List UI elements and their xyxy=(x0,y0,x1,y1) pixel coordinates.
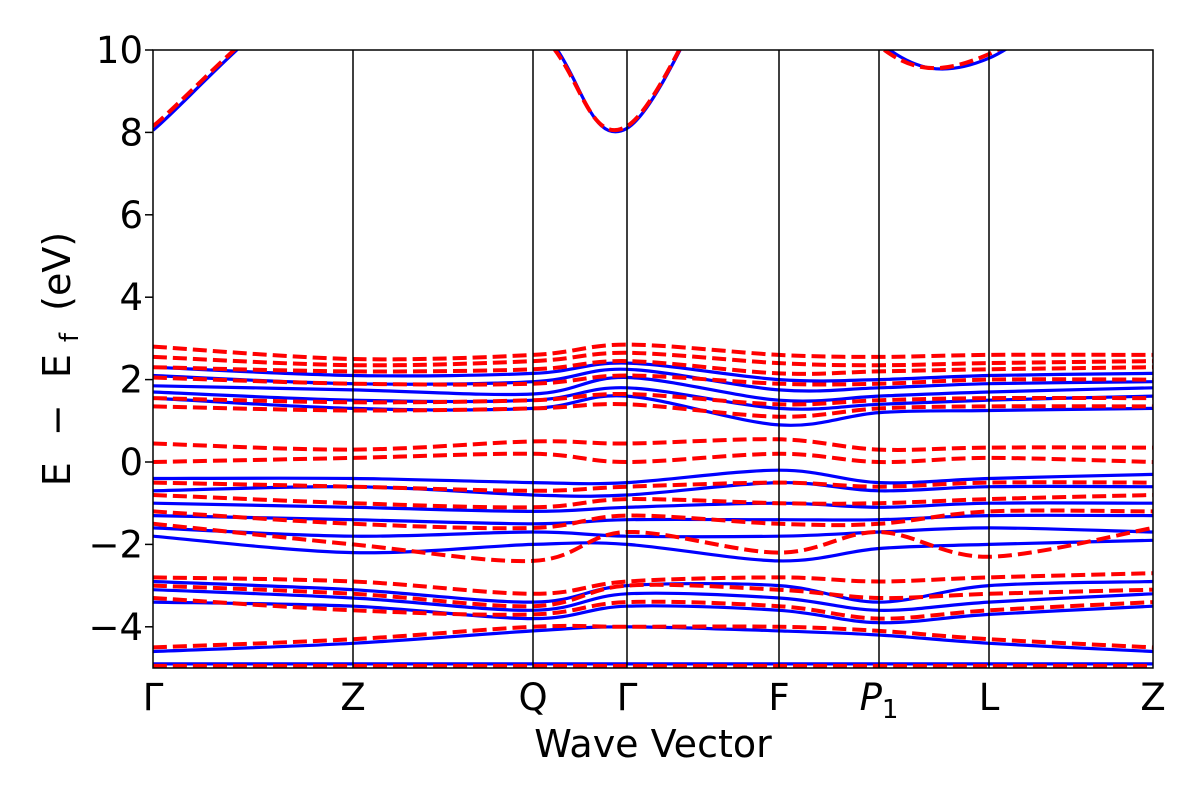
x-tick-label: L xyxy=(979,676,1000,719)
y-axis-title-minus: − xyxy=(35,404,79,436)
x-tick-label: Q xyxy=(518,676,547,719)
red-dashed-band xyxy=(881,50,1002,71)
y-tick-label: 0 xyxy=(119,441,143,484)
x-axis-title: Wave Vector xyxy=(534,722,772,766)
x-tick-label: Γ xyxy=(143,676,164,719)
y-tick-label: 10 xyxy=(96,29,143,72)
y-tick-label: 2 xyxy=(119,359,143,402)
blue-solid-band xyxy=(886,50,1008,71)
y-tick-label: 8 xyxy=(119,111,143,154)
y-axis-title-unit: (eV) xyxy=(35,232,79,311)
red-dashed-band xyxy=(153,50,682,132)
y-axis-title-ef: E xyxy=(35,354,79,378)
kpoint-lines xyxy=(352,50,990,668)
y-tick-label: 6 xyxy=(119,194,143,237)
x-tick-label: Z xyxy=(340,676,365,719)
x-axis: Γ Z Q Γ F P1 L Z xyxy=(143,676,1166,725)
y-tick-label: 4 xyxy=(119,276,143,319)
plot-frame xyxy=(152,49,1154,669)
x-tick-label: P1 xyxy=(860,676,899,725)
y-axis: −4 −2 0 2 4 6 8 10 xyxy=(88,29,153,649)
x-tick-label: Z xyxy=(1140,676,1165,719)
y-axis-title-e: E xyxy=(35,462,79,486)
y-axis-title-ef-sub: f xyxy=(55,332,85,342)
x-tick-label: F xyxy=(768,676,789,719)
y-axis-title: E − E f (eV) xyxy=(35,232,87,486)
x-tick-label: Γ xyxy=(617,676,638,719)
y-tick-label: −4 xyxy=(88,606,143,649)
y-tick-label: −2 xyxy=(88,523,143,566)
